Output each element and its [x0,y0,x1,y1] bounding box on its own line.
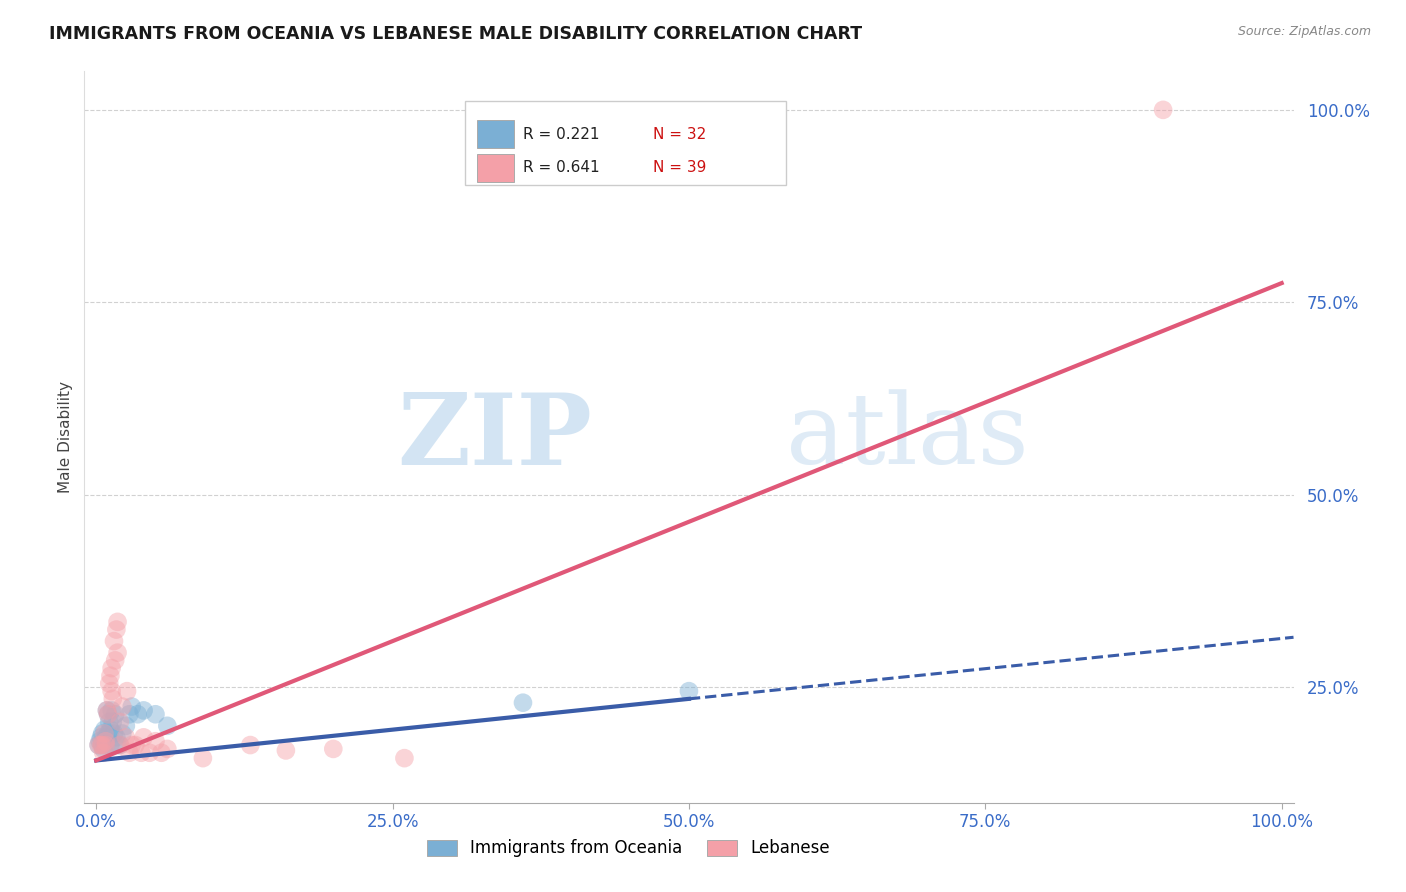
Text: R = 0.221: R = 0.221 [523,127,600,142]
Point [94,738,117,752]
Point [91,746,114,760]
Point [138,746,160,760]
Point [115,731,138,745]
Point [96,703,118,717]
FancyBboxPatch shape [478,154,513,182]
Point [94,738,117,752]
Point [90,731,112,745]
Point [127,707,149,722]
Point [96,703,118,717]
Point [118,707,141,722]
Point [100,703,122,717]
Point [107,738,129,752]
Text: ZIP: ZIP [398,389,592,485]
Point [100,661,122,675]
Point [145,734,167,748]
Point [105,731,128,745]
Point [101,691,124,706]
Point [104,707,127,722]
FancyBboxPatch shape [465,101,786,185]
Text: R = 0.641: R = 0.641 [523,161,600,176]
Point [108,738,131,752]
Point [98,714,121,729]
Point [91,738,114,752]
Point [94,731,117,745]
Point [90,738,112,752]
Point [156,719,179,733]
Point [132,731,155,745]
Point [93,723,115,737]
Point [118,746,141,760]
Point [103,726,125,740]
Point [156,742,179,756]
Point [104,653,127,667]
Point [108,714,131,729]
Text: N = 39: N = 39 [652,161,706,176]
Point [100,669,122,683]
Point [97,707,120,722]
Point [91,726,114,740]
Point [512,696,534,710]
Point [1152,103,1174,117]
Point [111,699,134,714]
Point [107,615,129,629]
Point [678,684,700,698]
Point [105,623,128,637]
Point [121,699,143,714]
Text: IMMIGRANTS FROM OCEANIA VS LEBANESE MALE DISABILITY CORRELATION CHART: IMMIGRANTS FROM OCEANIA VS LEBANESE MALE… [49,25,862,43]
Point [239,738,262,752]
Point [145,707,167,722]
Point [100,684,122,698]
Point [191,751,214,765]
Point [97,726,120,740]
Point [107,646,129,660]
Text: Source: ZipAtlas.com: Source: ZipAtlas.com [1237,25,1371,38]
Point [91,738,114,752]
Point [150,746,173,760]
Point [103,634,125,648]
Point [394,751,416,765]
Point [274,743,297,757]
Point [111,726,134,740]
Point [91,742,114,756]
Point [108,738,131,752]
Point [87,738,110,752]
Point [115,719,138,733]
Point [101,714,124,729]
FancyBboxPatch shape [478,120,513,148]
Point [132,703,155,717]
Point [322,742,344,756]
Text: atlas: atlas [786,389,1028,485]
Point [98,676,121,690]
Point [121,738,143,752]
Point [97,707,120,722]
Point [93,726,115,740]
Point [94,734,117,748]
Text: N = 32: N = 32 [652,127,706,142]
Point [87,738,110,752]
Point [124,738,146,752]
Point [129,746,152,760]
Point [100,738,122,752]
Point [89,734,111,748]
Legend: Immigrants from Oceania, Lebanese: Immigrants from Oceania, Lebanese [420,832,837,864]
Point [115,684,138,698]
Y-axis label: Male Disability: Male Disability [58,381,73,493]
Point [100,723,122,737]
